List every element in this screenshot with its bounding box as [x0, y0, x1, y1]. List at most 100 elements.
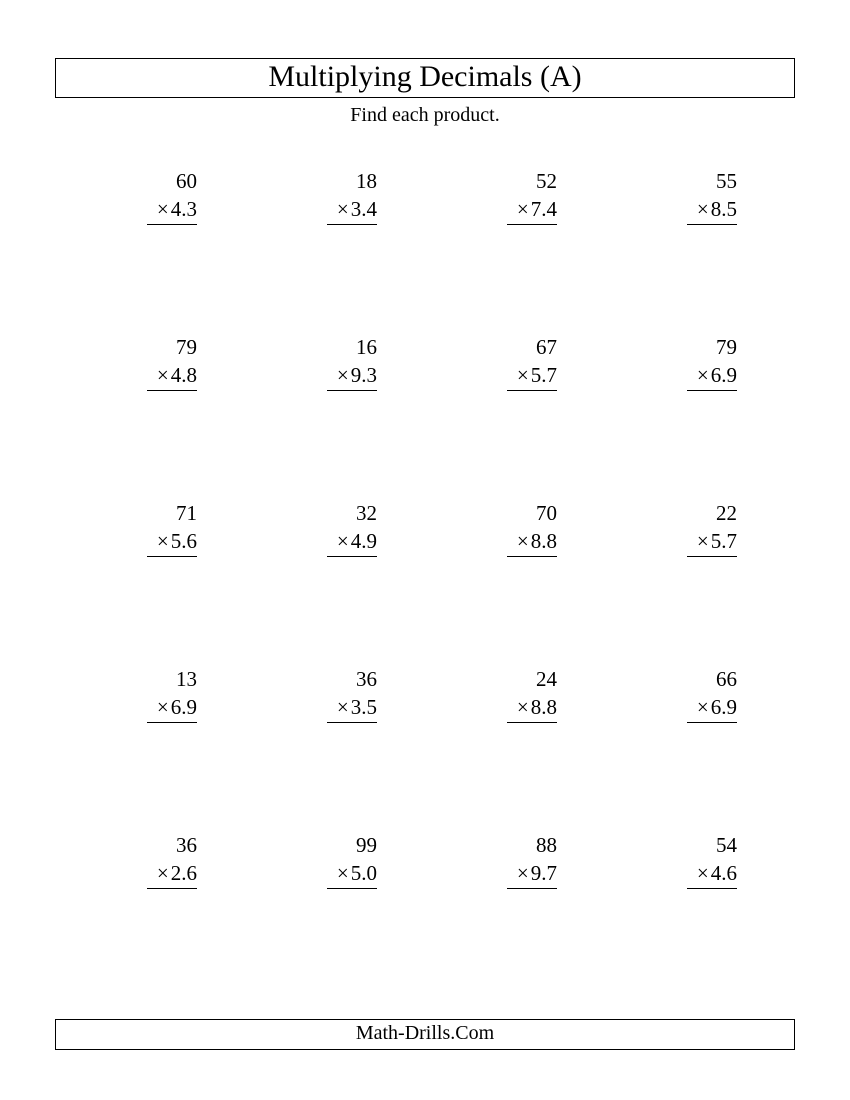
problem: 71×5.6 — [65, 499, 245, 665]
problem: 55×8.5 — [605, 167, 785, 333]
multiplier: 9.7 — [531, 861, 557, 885]
title-box: Multiplying Decimals (A) — [55, 58, 795, 98]
problem: 16×9.3 — [245, 333, 425, 499]
multiplicand: 70 — [536, 499, 557, 527]
multiplier-row: ×8.8 — [507, 693, 557, 722]
multiplier: 8.8 — [531, 695, 557, 719]
problem: 66×6.9 — [605, 665, 785, 831]
problem: 22×5.7 — [605, 499, 785, 665]
multiplier: 5.6 — [171, 529, 197, 553]
multiplier: 5.7 — [711, 529, 737, 553]
times-symbol: × — [337, 861, 349, 885]
times-symbol: × — [517, 695, 529, 719]
multiplicand: 79 — [716, 333, 737, 361]
multiplicand: 24 — [536, 665, 557, 693]
multiplier-row: ×8.8 — [507, 527, 557, 556]
multiplier-row: ×3.4 — [327, 195, 377, 224]
problem: 18×3.4 — [245, 167, 425, 333]
multiplier-row: ×3.5 — [327, 693, 377, 722]
times-symbol: × — [337, 197, 349, 221]
problem: 13×6.9 — [65, 665, 245, 831]
multiplicand: 32 — [356, 499, 377, 527]
footer-text: Math-Drills.Com — [56, 1022, 794, 1045]
multiplier-row: ×4.6 — [687, 859, 737, 888]
times-symbol: × — [157, 695, 169, 719]
problem: 99×5.0 — [245, 831, 425, 997]
problem: 88×9.7 — [425, 831, 605, 997]
worksheet-page: Multiplying Decimals (A) Find each produ… — [0, 0, 850, 1100]
multiplicand: 66 — [716, 665, 737, 693]
multiplier: 3.4 — [351, 197, 377, 221]
multiplier: 4.8 — [171, 363, 197, 387]
problem: 60×4.3 — [65, 167, 245, 333]
multiplier: 4.3 — [171, 197, 197, 221]
times-symbol: × — [697, 695, 709, 719]
times-symbol: × — [337, 363, 349, 387]
times-symbol: × — [517, 197, 529, 221]
multiplier-row: ×4.9 — [327, 527, 377, 556]
multiplier: 2.6 — [171, 861, 197, 885]
multiplier: 9.3 — [351, 363, 377, 387]
times-symbol: × — [517, 529, 529, 553]
multiplier: 4.6 — [711, 861, 737, 885]
problem: 54×4.6 — [605, 831, 785, 997]
multiplier-row: ×4.3 — [147, 195, 197, 224]
problem: 79×4.8 — [65, 333, 245, 499]
multiplier-row: ×6.9 — [687, 693, 737, 722]
multiplicand: 13 — [176, 665, 197, 693]
footer-box: Math-Drills.Com — [55, 1019, 795, 1050]
multiplicand: 22 — [716, 499, 737, 527]
instruction-text: Find each product. — [55, 104, 795, 127]
multiplicand: 60 — [176, 167, 197, 195]
multiplicand: 36 — [356, 665, 377, 693]
times-symbol: × — [697, 197, 709, 221]
multiplier-row: ×7.4 — [507, 195, 557, 224]
page-title: Multiplying Decimals (A) — [56, 60, 794, 94]
multiplier-row: ×2.6 — [147, 859, 197, 888]
multiplier-row: ×5.7 — [687, 527, 737, 556]
multiplier: 4.9 — [351, 529, 377, 553]
multiplier: 8.8 — [531, 529, 557, 553]
multiplier-row: ×9.7 — [507, 859, 557, 888]
multiplier-row: ×4.8 — [147, 361, 197, 390]
times-symbol: × — [337, 529, 349, 553]
multiplicand: 18 — [356, 167, 377, 195]
times-symbol: × — [157, 861, 169, 885]
times-symbol: × — [337, 695, 349, 719]
times-symbol: × — [517, 363, 529, 387]
problem: 70×8.8 — [425, 499, 605, 665]
times-symbol: × — [157, 197, 169, 221]
multiplicand: 16 — [356, 333, 377, 361]
multiplicand: 88 — [536, 831, 557, 859]
multiplier-row: ×5.0 — [327, 859, 377, 888]
times-symbol: × — [517, 861, 529, 885]
problems-grid: 60×4.318×3.452×7.455×8.579×4.816×9.367×5… — [55, 167, 795, 997]
problem: 52×7.4 — [425, 167, 605, 333]
multiplicand: 79 — [176, 333, 197, 361]
multiplicand: 67 — [536, 333, 557, 361]
times-symbol: × — [157, 529, 169, 553]
times-symbol: × — [157, 363, 169, 387]
multiplier-row: ×5.7 — [507, 361, 557, 390]
multiplier: 3.5 — [351, 695, 377, 719]
multiplier-row: ×9.3 — [327, 361, 377, 390]
multiplier-row: ×8.5 — [687, 195, 737, 224]
multiplier: 6.9 — [711, 363, 737, 387]
multiplicand: 54 — [716, 831, 737, 859]
multiplier-row: ×6.9 — [147, 693, 197, 722]
multiplier-row: ×6.9 — [687, 361, 737, 390]
problem: 32×4.9 — [245, 499, 425, 665]
multiplier-row: ×5.6 — [147, 527, 197, 556]
problem: 36×3.5 — [245, 665, 425, 831]
multiplicand: 55 — [716, 167, 737, 195]
multiplicand: 52 — [536, 167, 557, 195]
problem: 67×5.7 — [425, 333, 605, 499]
multiplier: 7.4 — [531, 197, 557, 221]
multiplier: 6.9 — [711, 695, 737, 719]
problem: 24×8.8 — [425, 665, 605, 831]
multiplier: 5.7 — [531, 363, 557, 387]
times-symbol: × — [697, 363, 709, 387]
multiplier: 5.0 — [351, 861, 377, 885]
multiplicand: 99 — [356, 831, 377, 859]
multiplier: 8.5 — [711, 197, 737, 221]
